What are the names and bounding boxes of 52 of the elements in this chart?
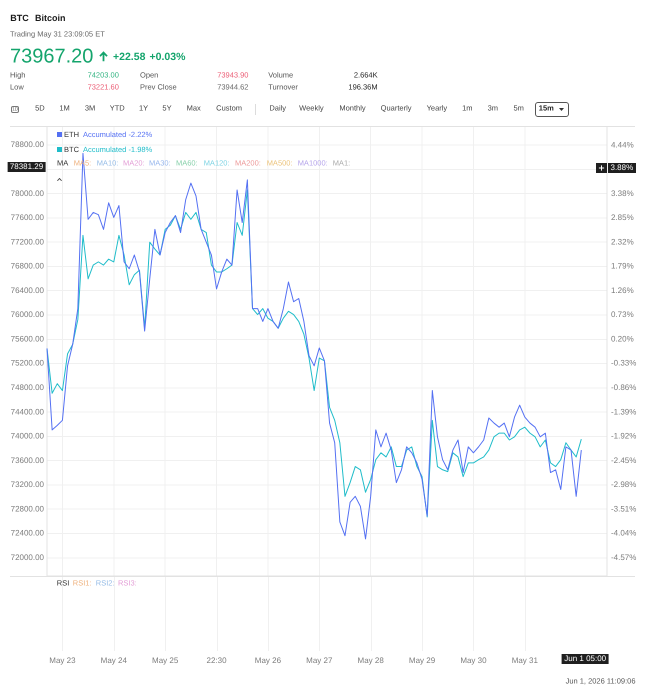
text: 3.88% — [608, 162, 636, 172]
y2-tick-label: 4.44% — [611, 140, 634, 150]
x-tick-label: May 23 — [49, 656, 76, 666]
text: +0.03% — [150, 50, 186, 63]
y2-tick-label: -0.86% — [611, 383, 636, 392]
y-tick-label: 75200.00 — [10, 358, 45, 368]
y-tick-label: 76000.00 — [10, 310, 45, 320]
y2-tick-label: -2.45% — [611, 456, 636, 465]
y-tick-label: 73200.00 — [10, 480, 45, 490]
y2-tick-label: 0.20% — [611, 334, 634, 344]
y-tick-label: 72800.00 — [10, 504, 45, 514]
y-tick-label: 76400.00 — [10, 286, 45, 295]
y-tick-label: 73600.00 — [10, 456, 45, 465]
x-tick-label: May 29 — [408, 656, 436, 666]
y2-tick-label: -1.92% — [611, 432, 636, 441]
y2-tick-label: -2.98% — [611, 480, 636, 490]
y2-tick-label: -1.39% — [611, 407, 636, 416]
x-tick-label: May 27 — [306, 656, 333, 666]
y2-tick-label: 2.85% — [611, 213, 634, 222]
text: 78381.29 — [7, 162, 46, 172]
y2-tick-label: 0.73% — [611, 310, 634, 320]
y2-tick-label: 3.38% — [611, 188, 634, 198]
y-tick-label: 74000.00 — [10, 432, 45, 441]
x-tick-label: 22:30 — [206, 656, 228, 666]
text: +22.58 — [113, 50, 146, 63]
y2-tick-label: -4.57% — [611, 552, 636, 562]
y-tick-label: 74400.00 — [10, 407, 45, 416]
x-tick-label: May 25 — [152, 656, 179, 666]
x-tick-label: May 28 — [358, 656, 384, 666]
y2-tick-label: -0.33% — [611, 358, 636, 368]
y2-tick-label: 1.26% — [611, 286, 634, 295]
x-tick-label: May 26 — [254, 656, 282, 666]
y-tick-label: 72000.00 — [10, 552, 45, 562]
y2-tick-label: 1.79% — [611, 262, 634, 271]
y-tick-label: 75600.00 — [10, 334, 45, 344]
y-tick-label: 78000.00 — [10, 188, 45, 198]
text: BTC — [10, 12, 29, 23]
y2-tick-label: -3.51% — [611, 504, 636, 514]
y-tick-label: 74800.00 — [10, 383, 45, 392]
x-tick-label: May 31 — [512, 656, 538, 666]
y-tick-label: 72400.00 — [10, 528, 45, 538]
y-tick-label: 77600.00 — [10, 213, 45, 222]
y2-tick-label: -4.04% — [611, 528, 636, 538]
x-tick-label: May 30 — [460, 656, 488, 666]
text: Jun 1 05:00 — [562, 654, 609, 664]
y2-tick-label: 2.32% — [611, 237, 634, 246]
y-tick-label: 76800.00 — [10, 262, 45, 271]
y-tick-label: 77200.00 — [10, 237, 45, 246]
y-tick-label: 78800.00 — [10, 140, 45, 150]
x-tick-label: May 24 — [100, 656, 128, 666]
text: Bitcoin — [35, 12, 66, 23]
text: 73967.20 — [10, 45, 94, 68]
